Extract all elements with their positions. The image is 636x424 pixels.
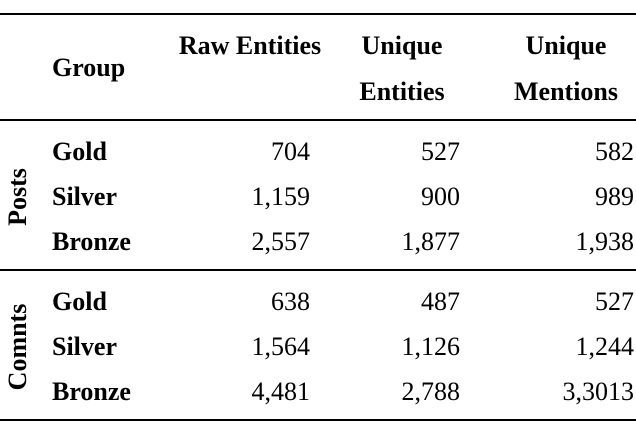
group-cell: Silver xyxy=(52,332,117,361)
number-cell: 527 xyxy=(421,137,460,166)
header-cell: Group xyxy=(52,53,126,82)
number-cell: 1,564 xyxy=(251,332,311,361)
header-cell: Unique Entities xyxy=(359,31,445,106)
top-rule xyxy=(0,13,636,15)
group-cell: Gold xyxy=(52,137,107,166)
section-label: Posts xyxy=(3,168,32,226)
header-cell: Unique Mentions xyxy=(514,31,618,106)
number-cell: 4,481 xyxy=(251,377,311,406)
number-cell: 704 xyxy=(271,137,310,166)
number-cell: 900 xyxy=(421,182,460,211)
number-cell: 2,557 xyxy=(251,227,311,256)
header-cell: Raw Entities xyxy=(178,31,322,60)
bottom-rule xyxy=(0,419,636,421)
number-cell: 1,244 xyxy=(575,332,635,361)
number-cell: 1,126 xyxy=(401,332,461,361)
number-cell: 487 xyxy=(421,287,460,316)
group-cell: Bronze xyxy=(52,377,131,406)
number-cell: 527 xyxy=(595,287,634,316)
group-cell: Silver xyxy=(52,182,117,211)
group-cell: Gold xyxy=(52,287,107,316)
section-rule xyxy=(0,269,636,271)
number-cell: 1,938 xyxy=(575,227,635,256)
number-cell: 582 xyxy=(595,137,634,166)
section-label: Comnts xyxy=(3,303,32,391)
number-cell: 1,159 xyxy=(251,182,311,211)
group-cell: Bronze xyxy=(52,227,131,256)
number-cell: 2,788 xyxy=(401,377,461,406)
number-cell: 3,3013 xyxy=(562,377,635,406)
number-cell: 989 xyxy=(595,182,634,211)
number-cell: 638 xyxy=(271,287,310,316)
header-rule xyxy=(0,119,636,121)
number-cell: 1,877 xyxy=(401,227,461,256)
